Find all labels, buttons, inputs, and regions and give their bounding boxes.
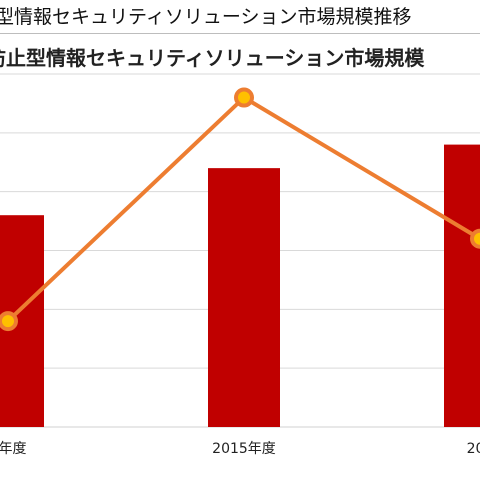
- title-divider: [0, 33, 480, 34]
- x-tick-label-1: 2015年度: [212, 441, 276, 457]
- x-tick-label-0: 4年度: [0, 441, 26, 457]
- chart-title: 防止型情報セキュリティソリューション市場規模: [0, 46, 425, 70]
- bar-series: [0, 144, 480, 427]
- x-axis-labels: 4年度 2015年度 201: [0, 441, 480, 457]
- line-marker-0: [0, 311, 18, 332]
- page-title-text: 止型情報セキュリティソリューション市場規模推移: [0, 6, 412, 28]
- bar-1: [208, 168, 280, 427]
- line-markers: [0, 87, 480, 332]
- chart-frame: 4年度 2015年度 201 防止型情報セキュリティソリューション市場規模: [0, 34, 480, 480]
- line-marker-2: [470, 228, 480, 249]
- combo-chart: 4年度 2015年度 201 防止型情報セキュリティソリューション市場規模: [0, 46, 480, 457]
- bar-2: [444, 144, 480, 427]
- line-marker-1: [234, 87, 254, 108]
- page-title: 止型情報セキュリティソリューション市場規模推移: [0, 4, 480, 30]
- x-tick-label-2: 201: [467, 441, 480, 457]
